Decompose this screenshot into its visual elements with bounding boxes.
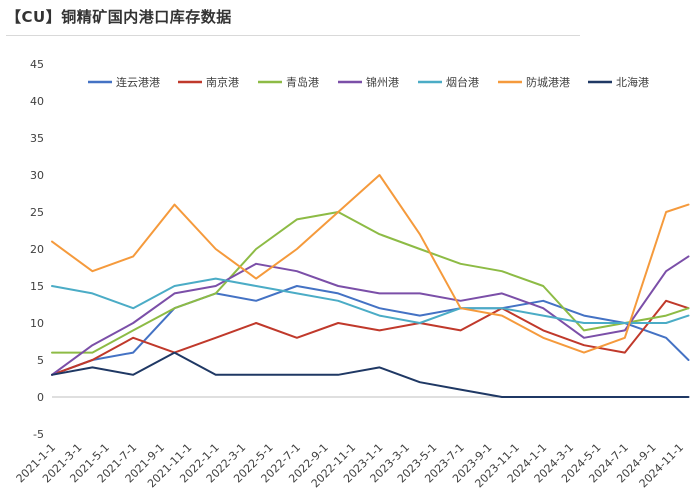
page-title: 【CU】铜精矿国内港口库存数据 <box>6 8 232 26</box>
legend: 连云港港 南京港 青岛港 锦州港 烟台港 防城港港 北海港 <box>88 75 649 89</box>
series-line-5 <box>51 174 690 354</box>
y-tick-label: 15 <box>30 280 44 293</box>
legend-label: 防城港港 <box>526 75 570 89</box>
y-tick-label: 35 <box>30 132 44 145</box>
y-tick-label: 5 <box>37 354 44 367</box>
y-tick-label: -5 <box>33 428 44 441</box>
series-lines <box>51 174 690 398</box>
y-tick-label: 40 <box>30 95 44 108</box>
y-tick-label: 10 <box>30 317 44 330</box>
y-tick-label: 0 <box>37 391 44 404</box>
series-line-2 <box>51 211 690 354</box>
series-line-3 <box>51 255 690 376</box>
legend-label: 北海港 <box>616 75 649 89</box>
legend-label: 烟台港 <box>446 75 479 89</box>
y-tick-label: 20 <box>30 243 44 256</box>
legend-label: 青岛港 <box>286 75 319 89</box>
legend-label: 锦州港 <box>366 75 399 89</box>
y-tick-label: 25 <box>30 206 44 219</box>
x-axis: 2021-1-12021-3-12021-5-12021-7-12021-9-1… <box>14 441 687 490</box>
title-divider <box>6 35 580 36</box>
y-tick-label: 45 <box>30 58 44 71</box>
series-line-0 <box>51 285 690 376</box>
legend-label: 连云港港 <box>116 76 160 89</box>
y-axis: -5 0 5 10 15 20 25 30 35 40 45 <box>30 58 44 441</box>
y-tick-label: 30 <box>30 169 44 182</box>
legend-label: 南京港 <box>206 75 239 89</box>
series-line-6 <box>51 351 690 398</box>
series-line-4 <box>51 277 690 324</box>
